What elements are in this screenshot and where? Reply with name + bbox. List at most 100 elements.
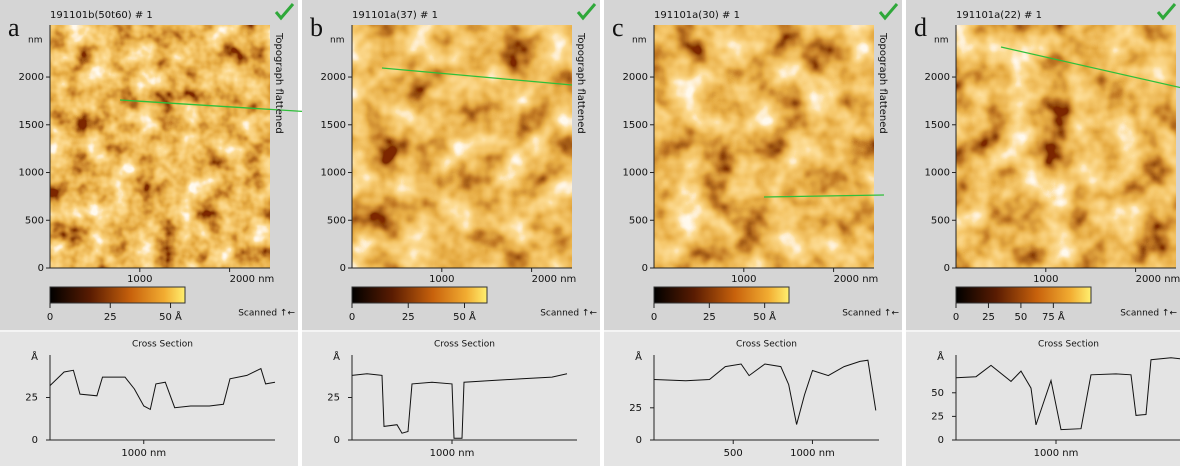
scanned-label: Scanned ↑← <box>842 309 899 319</box>
section-background <box>302 331 600 466</box>
y-tick-label: 0 <box>938 435 944 446</box>
y-tick-label: 1000 <box>19 168 44 179</box>
side-label: Topograph flattened <box>575 32 586 134</box>
x-tick-label: 1000 <box>127 274 152 285</box>
y-tick-label: 500 <box>931 215 950 226</box>
cross-section-title: Cross Section <box>132 340 193 350</box>
cross-section-line <box>381 67 573 86</box>
y-tick-label: 1500 <box>623 120 648 131</box>
y-tick-label: 1500 <box>321 120 346 131</box>
y-tick-label: 25 <box>629 403 642 414</box>
check-icon <box>878 3 899 21</box>
file-name: 191101a(22) # 1 <box>956 10 1042 21</box>
cross-section-line <box>763 194 885 198</box>
y-tick-label: 0 <box>340 263 346 274</box>
check-icon <box>274 3 295 21</box>
colorbar <box>49 286 186 304</box>
check-icon <box>576 3 597 21</box>
y-axis-label: Å <box>635 350 642 363</box>
afm-image <box>50 25 270 268</box>
colorbar-label: 50 Å <box>753 310 776 323</box>
afm-image <box>352 25 572 268</box>
colorbar-label: 25 <box>703 312 716 323</box>
y-tick-label: 2000 <box>19 72 44 83</box>
section-background <box>604 331 902 466</box>
y-tick-label: 1000 <box>623 168 648 179</box>
panel-letter: c <box>612 13 624 42</box>
panel-letter: a <box>8 13 20 42</box>
colorbar <box>653 286 790 304</box>
colorbar-label: 0 <box>349 312 355 323</box>
y-tick-label: 2000 <box>925 72 950 83</box>
y-tick-label: 25 <box>931 411 944 422</box>
y-tick-label: 1000 <box>321 168 346 179</box>
y-tick-label: 1500 <box>925 120 950 131</box>
section-background <box>906 331 1180 466</box>
colorbar-label: 0 <box>651 312 657 323</box>
profile-line <box>955 357 1180 431</box>
y-unit: nm <box>934 36 948 46</box>
y-axis-label: Å <box>937 350 944 363</box>
profile-line <box>351 373 568 439</box>
y-tick-label: 500 <box>327 215 346 226</box>
colorbar-label: 25 <box>982 312 995 323</box>
section-background <box>0 331 298 466</box>
cross-section-title: Cross Section <box>1038 340 1099 350</box>
afm-image <box>956 25 1176 268</box>
y-tick-label: 1500 <box>19 120 44 131</box>
file-name: 191101a(30) # 1 <box>654 10 740 21</box>
y-tick-label: 0 <box>636 435 642 446</box>
y-unit: nm <box>28 36 42 46</box>
y-tick-label: 1000 <box>925 168 950 179</box>
colorbar-label: 0 <box>953 312 959 323</box>
x-tick-label: 2000 nm <box>230 274 275 285</box>
y-tick-label: 500 <box>25 215 44 226</box>
x-tick-label: 1000 nm <box>121 448 166 459</box>
scanned-label: Scanned ↑← <box>540 309 597 319</box>
panel-letter: b <box>310 13 323 42</box>
x-tick-label: 1000 <box>429 274 454 285</box>
panel: a nm 191101b(50t60) # 1 Topograph flattened… <box>0 0 313 466</box>
y-axis-label: Å <box>333 350 340 363</box>
y-tick-label: 500 <box>629 215 648 226</box>
cross-section-title: Cross Section <box>736 340 797 350</box>
x-tick-label: 500 <box>724 448 743 459</box>
file-name: 191101a(37) # 1 <box>352 10 438 21</box>
x-tick-label: 1000 nm <box>430 448 475 459</box>
scanned-label: Scanned ↑← <box>238 309 295 319</box>
x-tick-label: 1000 <box>731 274 756 285</box>
y-tick-label: 2000 <box>623 72 648 83</box>
y-axis-label: Å <box>31 350 38 363</box>
check-icon <box>1156 3 1177 21</box>
x-tick-label: 2000 nm <box>1136 274 1180 285</box>
profile-line <box>653 359 877 425</box>
x-tick-label: 1000 nm <box>790 448 835 459</box>
panel: b nm 191101a(37) # 1 Topograph flattened 0 50… <box>302 0 600 466</box>
x-tick-label: 2000 nm <box>532 274 577 285</box>
y-tick-label: 0 <box>642 263 648 274</box>
colorbar-label: 25 <box>402 312 415 323</box>
colorbar <box>351 286 488 304</box>
cross-section-line <box>119 99 313 113</box>
x-tick-label: 1000 nm <box>1034 448 1079 459</box>
cross-section-line <box>1000 46 1180 89</box>
side-label: Topograph flattened <box>877 32 888 134</box>
y-tick-label: 0 <box>334 435 340 446</box>
panel: c nm 191101a(30) # 1 Topograph flattened 0 50… <box>604 0 902 466</box>
colorbar-label: 0 <box>47 312 53 323</box>
y-tick-label: 0 <box>32 435 38 446</box>
y-tick-label: 2000 <box>321 72 346 83</box>
colorbar-label: 75 Å <box>1042 310 1065 323</box>
y-unit: nm <box>632 36 646 46</box>
colorbar-label: 50 Å <box>159 310 182 323</box>
panel-letter: d <box>914 13 927 42</box>
colorbar-label: 50 Å <box>453 310 476 323</box>
side-label: Topograph flattened <box>273 32 284 134</box>
colorbar-label: 50 <box>1015 312 1028 323</box>
colorbar-label: 25 <box>104 312 117 323</box>
y-tick-label: 0 <box>944 263 950 274</box>
y-tick-label: 50 <box>931 388 944 399</box>
afm-image <box>654 25 874 268</box>
y-unit: nm <box>330 36 344 46</box>
